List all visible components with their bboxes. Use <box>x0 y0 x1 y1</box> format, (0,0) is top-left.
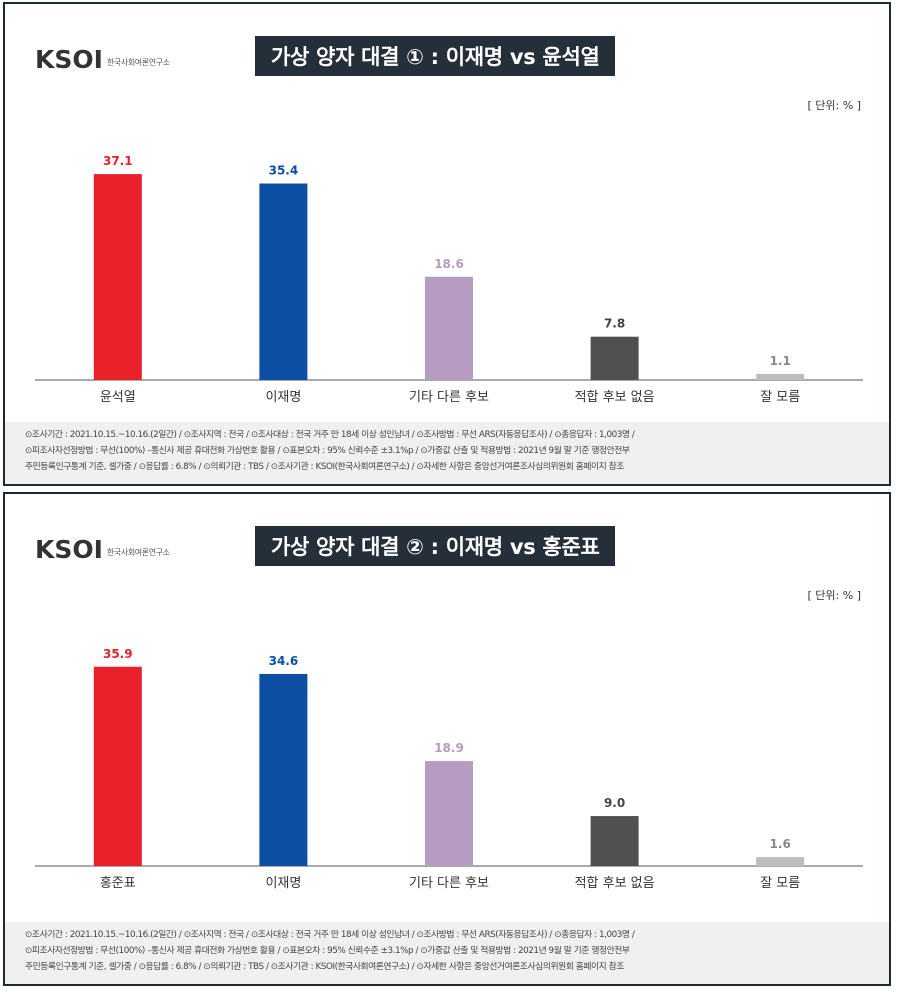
value-label: 7.8 <box>604 317 625 331</box>
note-line: ⊙피조사자선정방법 : 무선(100%) –통신사 제공 휴대전화 가상번호 활… <box>25 446 630 456</box>
bar <box>425 761 473 866</box>
bar <box>259 183 308 380</box>
ksoi-logo: KSOI 한국사회여론연구소 <box>35 44 170 74</box>
category-label: 잘 모름 <box>760 390 800 405</box>
chart-panel-2: KSOI 한국사회여론연구소 가상 양자 대결 ② : 이재명 vs 홍준표 [… <box>3 492 891 986</box>
category-label: 홍준표 <box>100 876 136 891</box>
unit-label: [ 단위: % ] <box>807 99 861 112</box>
category-label: 잘 모름 <box>760 876 800 891</box>
note-line: 주민등록인구통계 기준, 셀가중 / ⊙응답률 : 6.8% / ⊙의뢰기관 :… <box>25 962 624 972</box>
value-label: 18.6 <box>434 257 464 271</box>
note-line: 주민등록인구통계 기준, 셀가중 / ⊙응답률 : 6.8% / ⊙의뢰기관 :… <box>25 462 624 472</box>
survey-notes: ⊙조사기간 : 2021.10.15.~10.16.(2일간) / ⊙조사지역 … <box>5 422 889 484</box>
survey-notes: ⊙조사기간 : 2021.10.15.~10.16.(2일간) / ⊙조사지역 … <box>5 922 889 984</box>
chart-title: 가상 양자 대결 ① : 이재명 vs 윤석열 <box>255 36 616 76</box>
category-label: 기타 다른 후보 <box>409 390 489 405</box>
bar-chart: 37.1 윤석열 35.4 이재명 18.6 기타 다른 후보 7.8 적합 후보 없음 1.1… <box>35 154 863 405</box>
logo-wordmark: KSOI <box>35 44 103 74</box>
category-label: 적합 후보 없음 <box>575 390 655 405</box>
value-label: 1.6 <box>770 837 791 851</box>
category-label: 윤석열 <box>100 390 136 405</box>
logo-subtitle: 한국사회여론연구소 <box>106 547 170 557</box>
value-label: 35.4 <box>269 164 299 178</box>
chart-title: 가상 양자 대결 ② : 이재명 vs 홍준표 <box>255 526 616 566</box>
logo-wordmark: KSOI <box>35 534 103 564</box>
bar <box>93 666 142 866</box>
category-label: 적합 후보 없음 <box>575 876 655 891</box>
category-label: 기타 다른 후보 <box>409 876 489 891</box>
value-label: 34.6 <box>269 654 299 668</box>
bar-chart: 35.9 홍준표 34.6 이재명 18.9 기타 다른 후보 9.0 적합 후보 없음 1.6… <box>35 647 863 891</box>
unit-label: [ 단위: % ] <box>807 589 861 602</box>
ksoi-logo: KSOI 한국사회여론연구소 <box>35 534 170 564</box>
value-label: 9.0 <box>604 796 625 810</box>
value-label: 35.9 <box>103 647 133 661</box>
note-line: ⊙피조사자선정방법 : 무선(100%) –통신사 제공 휴대전화 가상번호 활… <box>25 946 630 956</box>
bar <box>93 174 142 380</box>
note-line: ⊙조사기간 : 2021.10.15.~10.16.(2일간) / ⊙조사지역 … <box>25 930 635 940</box>
category-label: 이재명 <box>265 876 301 891</box>
note-line: ⊙조사기간 : 2021.10.15.~10.16.(2일간) / ⊙조사지역 … <box>25 430 635 440</box>
bar <box>425 276 473 380</box>
bar <box>259 673 308 866</box>
logo-subtitle: 한국사회여론연구소 <box>106 57 170 67</box>
chart-panel-1: KSOI 한국사회여론연구소 가상 양자 대결 ① : 이재명 vs 윤석열 [… <box>3 2 891 486</box>
value-label: 18.9 <box>434 741 464 755</box>
value-label: 37.1 <box>103 154 133 168</box>
category-label: 이재명 <box>265 390 301 405</box>
bar <box>590 336 639 380</box>
bar <box>756 373 805 380</box>
bar <box>756 857 805 866</box>
bar <box>590 816 639 866</box>
value-label: 1.1 <box>770 354 791 368</box>
